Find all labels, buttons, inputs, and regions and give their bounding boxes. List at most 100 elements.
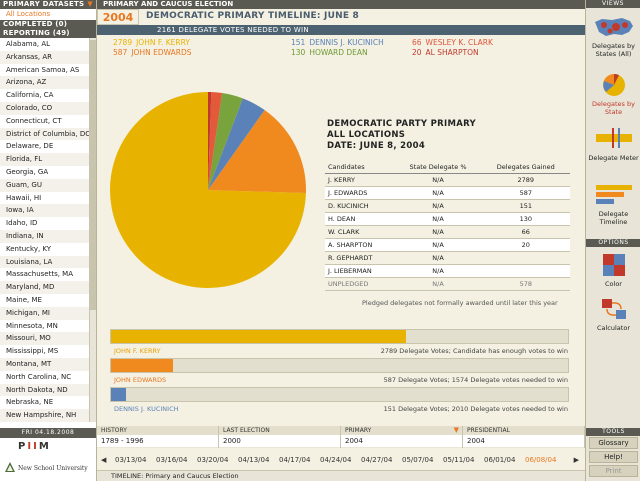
view-label: Delegates by State (592, 100, 635, 116)
view-delegates-by-states-all[interactable]: Delegates by States (All) (586, 14, 640, 58)
dropdown-arrow-icon[interactable]: ▼ (87, 0, 93, 8)
view-delegates-by-state[interactable]: Delegates by State (586, 72, 640, 116)
view-delegate-meter[interactable]: Delegate Meter (586, 124, 640, 162)
timeline-date[interactable]: 06/08/04 (525, 456, 557, 464)
election-tab-primary[interactable]: PRIMARY ▼ 2004 (341, 426, 463, 448)
state-list-item[interactable]: Minnesota, MN (0, 319, 89, 333)
state-list-item[interactable]: Iowa, IA (6, 206, 34, 215)
tab-header: PRIMARY ▼ (341, 426, 462, 435)
state-list-item[interactable]: Colorado, CO (6, 103, 53, 112)
tab-header-label: PRESIDENTIAL (467, 427, 510, 434)
state-list-item[interactable]: Florida, FL (6, 155, 43, 164)
state-list-item[interactable]: Connecticut, CT (0, 114, 89, 128)
results-title: DEMOCRATIC PARTY PRIMARY ALL LOCATIONS D… (327, 119, 476, 152)
option-color[interactable]: Color (586, 252, 640, 288)
state-list-item[interactable]: Alabama, AL (0, 38, 89, 51)
election-tab-last-election[interactable]: LAST ELECTION 2000 (219, 426, 341, 448)
results-table-header: Candidates State Delegate % Delegates Ga… (325, 162, 570, 174)
state-list-item[interactable]: Michigan, MI (6, 308, 50, 317)
current-date: FRI 04.18.2008 (0, 428, 96, 438)
state-list-item[interactable]: Delaware, DE (0, 140, 89, 154)
state-list-item[interactable]: Mississippi, MS (0, 345, 89, 358)
timeline-date[interactable]: 06/01/04 (484, 456, 516, 464)
results-table-row: J. EDWARDS N/A 587 (325, 186, 570, 200)
all-locations-item[interactable]: All Locations (0, 9, 96, 20)
cell-state-delegate-pct: N/A (394, 173, 482, 187)
dropdown-arrow-icon[interactable]: ▼ (453, 426, 459, 434)
timeline-icon (595, 185, 632, 204)
timeline-date[interactable]: 04/24/04 (320, 456, 352, 464)
cell-delegates-gained: 130 (481, 212, 570, 226)
datasets-header[interactable]: PRIMARY DATASETS ▼ (0, 0, 96, 9)
state-list-item[interactable]: Nebraska, NE (0, 396, 89, 410)
year-label: 2004 (97, 9, 139, 25)
election-tab-history[interactable]: HISTORY 1789 - 1996 (97, 426, 219, 448)
tab-header-label: HISTORY (101, 427, 127, 434)
state-list-item[interactable]: Arizona, AZ (6, 78, 47, 87)
timeline-next-icon[interactable]: ▶ (573, 456, 579, 464)
state-list-item[interactable]: North Carolina, NC (0, 370, 89, 384)
state-list-item[interactable]: Maine, ME (0, 293, 89, 307)
state-list-item[interactable]: American Samoa, AS (0, 63, 89, 77)
tools-header: TOOLS (586, 428, 640, 436)
state-list-item[interactable]: North Dakota, ND (6, 385, 68, 394)
timeline-date[interactable]: 04/17/04 (279, 456, 311, 464)
delegate-pie-chart (110, 92, 306, 288)
state-list-item[interactable]: California, CA (0, 89, 89, 102)
state-list-item[interactable]: Idaho, ID (0, 217, 89, 230)
progress-note: 151 Delegate Votes; 2010 Delegate votes … (383, 405, 568, 413)
tab-value: 1789 - 1996 (97, 435, 218, 447)
state-list-item[interactable]: Guam, GU (6, 180, 42, 189)
candidate-votes: 151 (291, 38, 306, 47)
timeline-date[interactable]: 03/16/04 (156, 456, 188, 464)
election-tab-presidential[interactable]: PRESIDENTIAL 2004 (463, 426, 585, 448)
state-list-item[interactable]: Massachusetts, MA (0, 268, 89, 282)
completed-header[interactable]: COMPLETED (0) (0, 20, 96, 29)
state-list-item[interactable]: Montana, MT (6, 359, 52, 368)
candidate-name: DENNIS J. KUCINICH (309, 38, 384, 47)
results-table-row: R. GEPHARDT N/A (325, 251, 570, 265)
timeline-footer: TIMELINE: Primary and Caucus Election (97, 470, 585, 481)
glossary-button[interactable]: Glossary (589, 437, 638, 449)
reporting-header[interactable]: REPORTING (49) (0, 29, 96, 38)
cell-delegates-gained: 20 (481, 238, 570, 252)
piim-logo: PIIM (18, 441, 51, 452)
delegate-progress-bar (110, 329, 569, 344)
timeline-date[interactable]: 05/11/04 (443, 456, 475, 464)
option-calculator[interactable]: Calculator (586, 296, 640, 332)
state-list-item[interactable]: District of Columbia, DC (6, 129, 89, 138)
results-title-line3: DATE: JUNE 8, 2004 (327, 141, 426, 151)
state-list-item[interactable]: Kentucky, KY (0, 242, 89, 256)
timeline-date[interactable]: 05/07/04 (402, 456, 434, 464)
state-list-item[interactable]: Missouri, MO (6, 334, 51, 343)
state-list-item[interactable]: Arkansas, AR (6, 52, 53, 61)
state-list-scrollbar[interactable] (89, 38, 96, 422)
help-button[interactable]: Help! (589, 451, 638, 463)
col-candidates: Candidates (325, 162, 395, 174)
state-list-item[interactable]: New Hampshire, NH (6, 411, 77, 420)
timeline-prev-icon[interactable]: ◀ (101, 456, 107, 464)
reporting-header-label: REPORTING (49) (3, 29, 70, 37)
state-list-item[interactable]: Louisiana, LA (6, 257, 53, 266)
view-label: Delegates by States (All) (592, 42, 635, 58)
timeline-date[interactable]: 03/20/04 (197, 456, 229, 464)
cell-delegates-gained: 587 (481, 186, 570, 200)
view-delegate-timeline[interactable]: Delegate Timeline (586, 180, 640, 226)
university-name: New School University (18, 465, 88, 472)
cell-state-delegate-pct: N/A (394, 199, 482, 213)
state-list-item[interactable]: Maryland, MD (6, 283, 55, 292)
state-list-item[interactable]: Georgia, GA (0, 165, 89, 179)
timeline-date[interactable]: 04/13/04 (238, 456, 270, 464)
scrollbar-thumb[interactable] (90, 40, 96, 310)
cell-delegates-gained: 578 (481, 277, 570, 291)
right-panel: VIEWS Delegates by States (All) Delegate… (585, 0, 640, 481)
candidate-summary-item: 151 DENNIS J. KUCINICH (291, 38, 384, 47)
print-button[interactable]: Print (589, 465, 638, 477)
app-title: PRIMARY AND CAUCUS ELECTION (97, 0, 585, 9)
timeline-date[interactable]: 04/27/04 (361, 456, 393, 464)
candidate-summary-item: 66 WESLEY K. CLARK (412, 38, 493, 47)
state-list-item[interactable]: Indiana, IN (6, 231, 44, 240)
timeline-date[interactable]: 03/13/04 (115, 456, 147, 464)
tab-header: HISTORY (97, 426, 218, 435)
state-list-item[interactable]: Hawaii, HI (0, 191, 89, 205)
